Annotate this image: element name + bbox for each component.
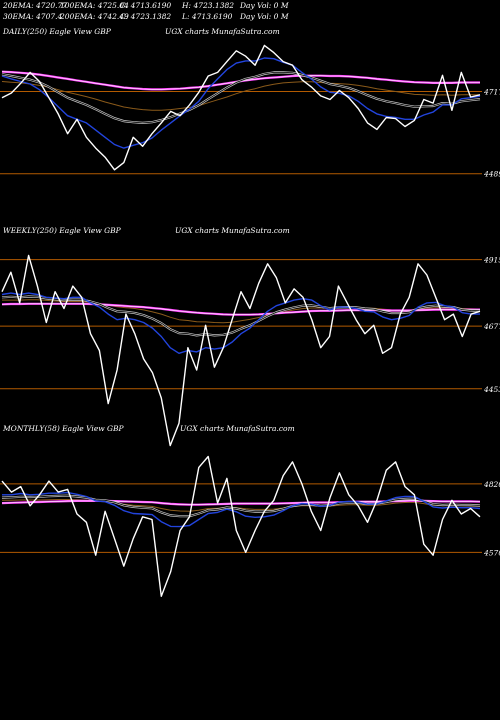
header-ema200: 200EMA: 4742.49 [59,12,129,21]
weekly-panel-title: WEEKLY(250) Eagle View GBP [3,226,122,235]
monthly-ema_mid-line-core [1,495,481,517]
header-close1: C: 4713.6190 [120,1,171,10]
monthly-ref-label-1: 4570 [483,548,500,557]
header-dayvol1: Day Vol: 0 M [239,1,289,10]
weekly-ema_long-line-core [1,303,480,316]
monthly-ema_fast-line [2,491,481,528]
daily-ema_slow-line [1,81,480,111]
weekly-ref-label-2: 4453 [483,385,500,394]
weekly-panel-subtitle: UGX charts MunafaSutra.com [175,226,290,235]
monthly-ema_long-line-core [1,500,481,506]
monthly-price-line [1,455,481,597]
daily-ref-label-1: 4489 [483,170,500,179]
daily-price-line [1,44,481,171]
header-close2: C: 4723.1382 [120,12,171,21]
weekly-price-line [1,254,481,447]
daily-panel-title: DAILY(250) Eagle View GBP [2,27,112,36]
monthly-panel: 4820 4570 [0,455,500,597]
monthly-panel-title: MONTHLY(58) Eagle View GBP [2,424,125,433]
daily-ref-label-0: 4717 [483,88,500,97]
weekly-panel: 4915 4677 4453 [0,254,500,447]
monthly-ref-label-0: 4820 [483,480,500,489]
header-ema30: 30EMA: 4707.4 [3,12,62,21]
header-dayvol2: Day Vol: 0 M [239,12,289,21]
header-info: 20EMA: 4720.77 100EMA: 4725.04 C: 4713.6… [2,1,289,21]
monthly-panel-subtitle: UGX charts MunafaSutra.com [180,424,295,433]
header-ema100: 100EMA: 4725.04 [60,1,129,10]
daily-panel: 4717 4489 [0,44,500,179]
weekly-ref-label-1: 4677 [483,322,500,331]
header-low: L: 4713.6190 [181,12,233,21]
daily-panel-subtitle: UGX charts MunafaSutra.com [165,27,280,36]
weekly-ref-label-0: 4915 [483,256,500,265]
daily-ema_mid-line-core [1,72,481,124]
header-high: H: 4723.1382 [181,1,234,10]
header-ema20: 20EMA: 4720.77 [2,1,67,10]
daily-ema_fast-line [1,57,481,149]
